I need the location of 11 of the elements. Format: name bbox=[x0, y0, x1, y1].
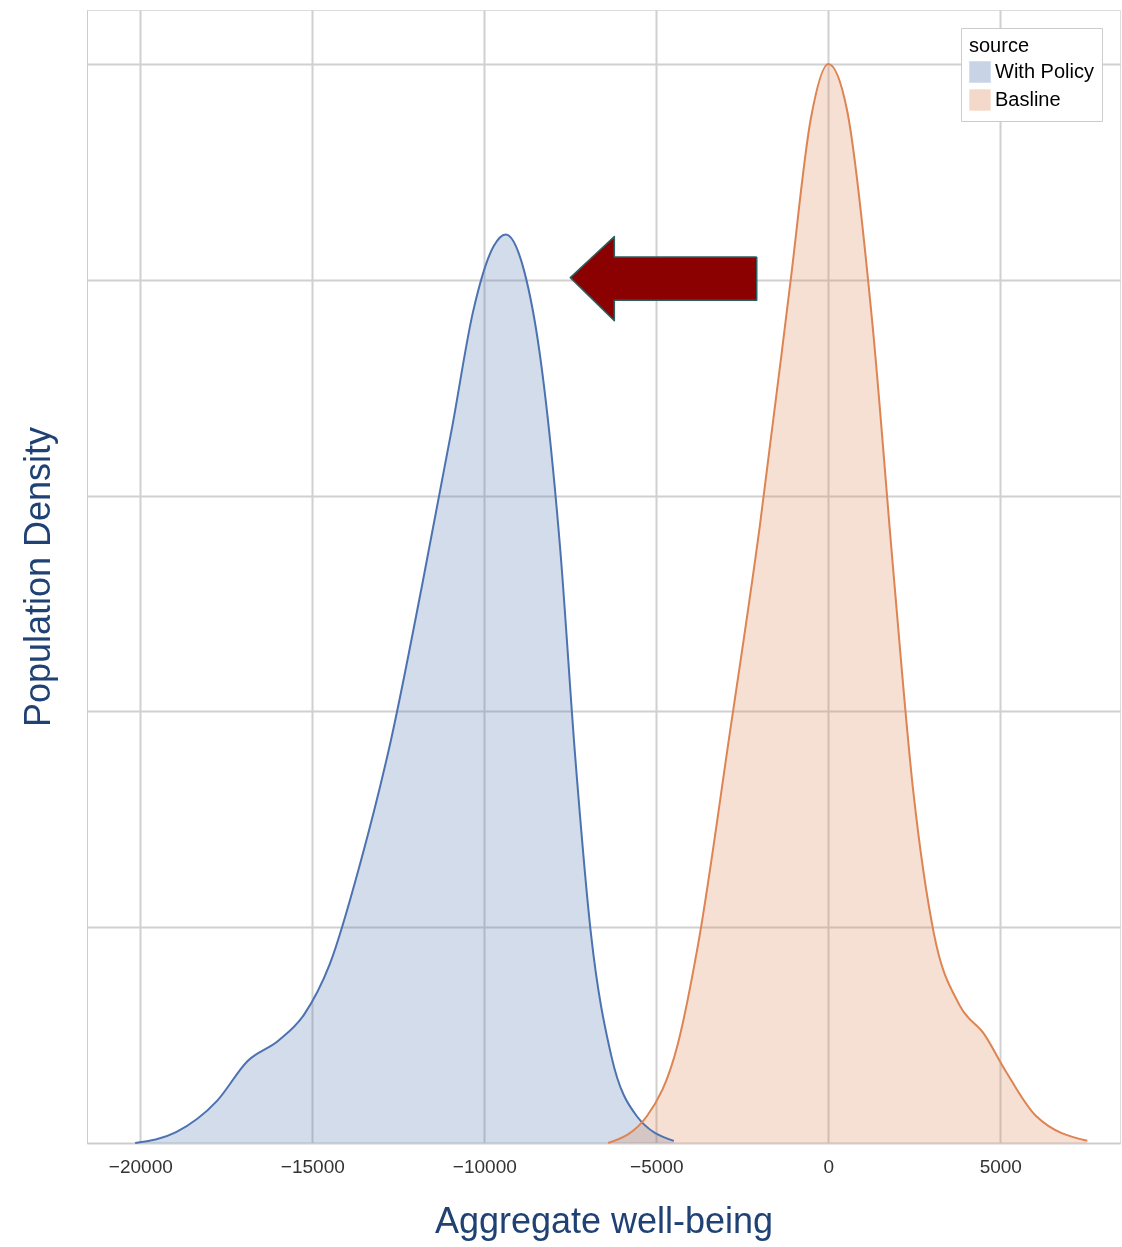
x-tick-label: 0 bbox=[823, 1155, 835, 1177]
y-axis-title: Population Density bbox=[16, 426, 58, 728]
legend-title: source bbox=[969, 34, 1030, 56]
legend-label: With Policy bbox=[995, 60, 1094, 82]
x-tick-label: −10000 bbox=[452, 1155, 517, 1177]
x-axis-title: Aggregate well-being bbox=[434, 1199, 774, 1241]
legend-label: Basline bbox=[995, 88, 1061, 110]
x-tick-label: 5000 bbox=[979, 1155, 1022, 1177]
x-tick-label: −5000 bbox=[630, 1155, 684, 1177]
x-tick-label: −20000 bbox=[108, 1155, 173, 1177]
x-tick-label: −15000 bbox=[280, 1155, 345, 1177]
